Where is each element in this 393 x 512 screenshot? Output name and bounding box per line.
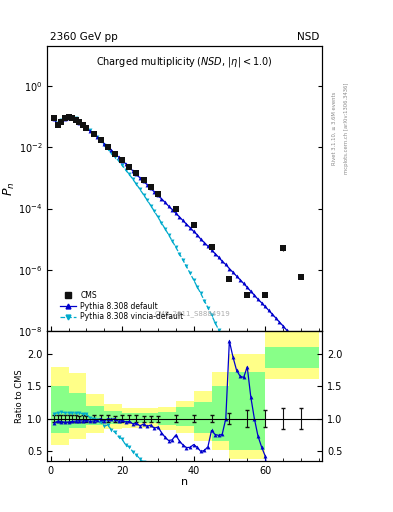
Y-axis label: Ratio to CMS: Ratio to CMS <box>15 369 24 423</box>
Legend: CMS, Pythia 8.308 default, Pythia 8.308 vincia-default: CMS, Pythia 8.308 default, Pythia 8.308 … <box>57 288 186 325</box>
Y-axis label: $P_n$: $P_n$ <box>2 181 17 196</box>
X-axis label: n: n <box>181 477 188 487</box>
Text: mcplots.cern.ch [arXiv:1306.3436]: mcplots.cern.ch [arXiv:1306.3436] <box>344 82 349 174</box>
Text: NSD: NSD <box>297 32 320 42</box>
Text: Rivet 3.1.10, ≥ 3.6M events: Rivet 3.1.10, ≥ 3.6M events <box>332 91 337 165</box>
Text: CMS_2011_S8884919: CMS_2011_S8884919 <box>155 310 231 317</box>
Text: 2360 GeV pp: 2360 GeV pp <box>50 32 118 42</box>
Text: Charged multiplicity$\,(NSD,\,|\eta| < 1.0)$: Charged multiplicity$\,(NSD,\,|\eta| < 1… <box>96 55 273 69</box>
